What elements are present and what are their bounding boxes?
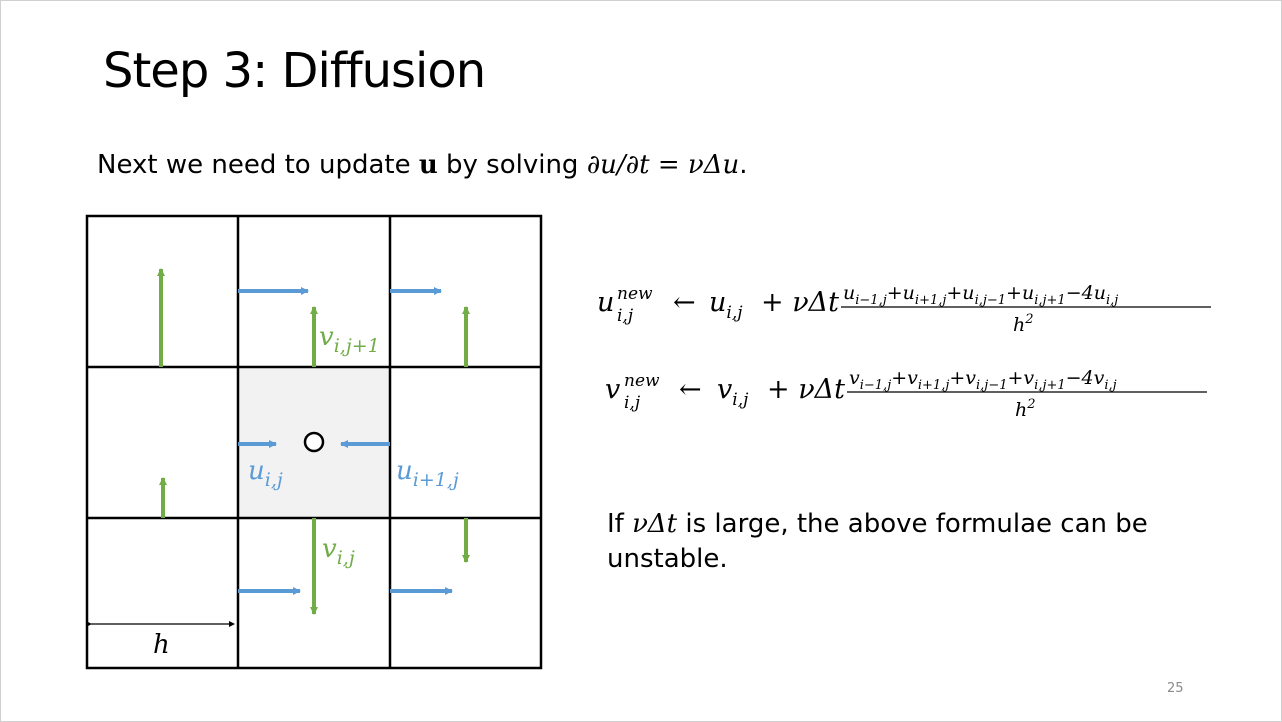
intro-equals: = xyxy=(649,150,688,180)
label-h: h xyxy=(153,630,170,660)
v-formula-lhs: v xyxy=(605,374,620,405)
intro-equation-lhs: ∂u/∂t xyxy=(586,150,650,180)
slide-title: Step 3: Diffusion xyxy=(103,43,486,99)
u-formula-lhs-sub: i,j xyxy=(617,306,634,326)
intro-before: Next we need to update xyxy=(97,150,419,180)
stability-note: If νΔt is large, the above formulae can … xyxy=(607,507,1187,577)
u-formula-arrow: ← xyxy=(673,287,696,318)
u-formula-denominator: h2 xyxy=(1013,312,1034,336)
note-before: If xyxy=(607,509,633,539)
u-formula-numerator: ui−1,j+ui+1,j+ui,j−1+ui,j+1−4ui,j xyxy=(843,282,1118,308)
intro-end: . xyxy=(739,150,748,180)
v-formula-arrow: ← xyxy=(679,374,702,405)
label-v-bottom: vi,j xyxy=(322,534,355,569)
v-update-formula: v new i,j ← vi,j + νΔt vi−1,j+vi+1,j+vi,… xyxy=(605,367,1207,421)
v-formula-numerator: vi−1,j+vi+1,j+vi,j−1+vi,j+1−4vi,j xyxy=(849,367,1117,393)
label-v-top: vi,j+1 xyxy=(319,322,380,357)
update-formulas: u new i,j ← ui,j + νΔt ui−1,j+ui+1,j+ui,… xyxy=(597,282,1211,421)
page-number: 25 xyxy=(1167,681,1184,696)
intro-middle: by solving xyxy=(437,150,587,180)
u-update-formula: u new i,j ← ui,j + νΔt ui−1,j+ui+1,j+ui,… xyxy=(597,282,1211,336)
intro-sentence: Next we need to update u by solving ∂u/∂… xyxy=(97,147,747,183)
v-formula-lhs-sup: new xyxy=(624,371,660,391)
intro-equation-rhs: νΔu xyxy=(687,150,740,180)
note-math: νΔt xyxy=(632,509,678,539)
u-formula-first-term: ui,j xyxy=(709,287,743,323)
intro-vector-u: u xyxy=(418,150,438,180)
v-formula-lhs-sub: i,j xyxy=(624,393,641,413)
note-after: is large, the above formulae can be unst… xyxy=(607,509,1148,574)
u-formula-lhs: u xyxy=(597,287,614,318)
label-u-left: ui,j xyxy=(248,456,283,491)
cell-center-marker xyxy=(303,431,325,453)
v-formula-first-term: vi,j xyxy=(717,374,749,410)
v-formula-coefficient: + νΔt xyxy=(767,374,845,405)
u-formula-coefficient: + νΔt xyxy=(761,287,839,318)
v-formula-denominator: h2 xyxy=(1015,397,1036,421)
label-u-right: ui+1,j xyxy=(396,456,459,491)
u-formula-lhs-sup: new xyxy=(617,284,653,304)
